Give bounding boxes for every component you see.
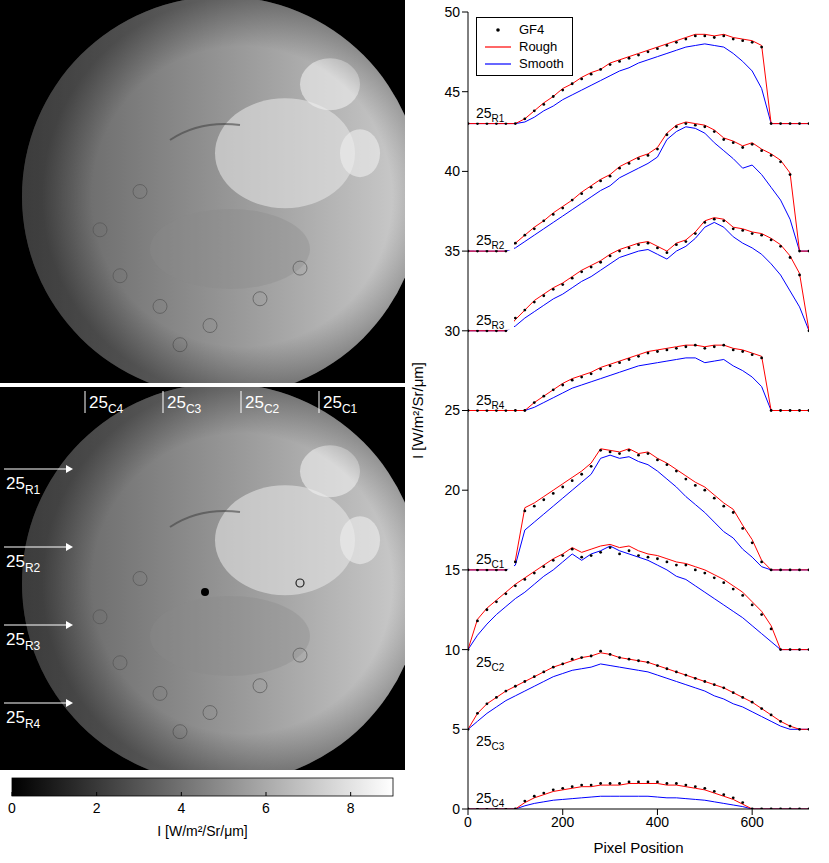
svg-text:25C1: 25C1 <box>476 551 505 570</box>
svg-text:25R3: 25R3 <box>6 630 41 653</box>
svg-text:0: 0 <box>452 801 460 817</box>
svg-text:25C4: 25C4 <box>89 393 124 416</box>
svg-text:15: 15 <box>444 562 460 578</box>
svg-text:25C3: 25C3 <box>476 733 505 752</box>
svg-text:25R3: 25R3 <box>476 312 505 331</box>
svg-text:400: 400 <box>646 814 670 830</box>
svg-text:I [W/m²/Sr/μm]: I [W/m²/Sr/μm] <box>409 362 426 459</box>
svg-text:25R2: 25R2 <box>476 232 505 251</box>
svg-text:20: 20 <box>444 482 460 498</box>
svg-text:25R4: 25R4 <box>476 392 505 411</box>
svg-text:25C2: 25C2 <box>245 393 280 416</box>
svg-text:45: 45 <box>444 84 460 100</box>
svg-text:25C4: 25C4 <box>476 790 505 809</box>
svg-text:25R4: 25R4 <box>6 708 41 731</box>
svg-text:35: 35 <box>444 243 460 259</box>
svg-text:10: 10 <box>444 642 460 658</box>
svg-text:25C1: 25C1 <box>323 393 358 416</box>
svg-text:8: 8 <box>347 800 355 816</box>
svg-text:25C3: 25C3 <box>167 393 202 416</box>
html-text:GF4: GF4 <box>519 22 545 37</box>
svg-text:2: 2 <box>93 800 101 816</box>
svg-text:200: 200 <box>551 814 575 830</box>
svg-text:Pixel Position: Pixel Position <box>593 839 683 856</box>
svg-text:4: 4 <box>177 800 185 816</box>
svg-text:I [W/m²/Sr/μm]: I [W/m²/Sr/μm] <box>157 823 248 839</box>
svg-text:25: 25 <box>444 402 460 418</box>
svg-text:25R2: 25R2 <box>6 552 41 575</box>
svg-text:25R1: 25R1 <box>476 105 505 124</box>
svg-text:0: 0 <box>464 814 472 830</box>
svg-text:40: 40 <box>444 163 460 179</box>
svg-text:25R1: 25R1 <box>6 474 41 497</box>
svg-text:30: 30 <box>444 323 460 339</box>
html-text:Smooth: Smooth <box>519 56 564 71</box>
svg-text:50: 50 <box>444 4 460 20</box>
svg-text:5: 5 <box>452 721 460 737</box>
svg-text:6: 6 <box>262 800 270 816</box>
svg-text:25C2: 25C2 <box>476 654 505 673</box>
html-text:Rough: Rough <box>519 39 558 54</box>
svg-text:600: 600 <box>740 814 764 830</box>
svg-text:0: 0 <box>8 800 16 816</box>
